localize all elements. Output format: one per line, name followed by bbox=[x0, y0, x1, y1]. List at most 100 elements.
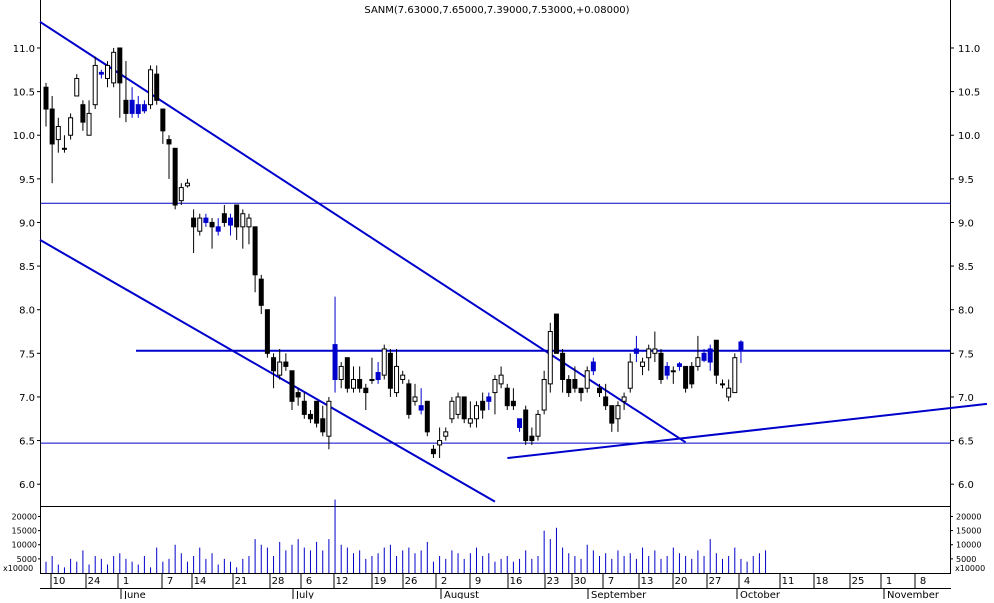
candle-body bbox=[597, 387, 602, 394]
candle-body bbox=[486, 396, 492, 402]
candle bbox=[80, 100, 86, 131]
price-tick-label-right: 8.0 bbox=[958, 306, 974, 317]
candle bbox=[86, 100, 92, 136]
candle bbox=[264, 309, 270, 358]
volume-tick-label-left: 10000 bbox=[12, 541, 37, 550]
candle bbox=[553, 313, 559, 354]
candle-body bbox=[258, 278, 264, 306]
price-tick-label-right: 9.0 bbox=[958, 218, 974, 229]
candle-body bbox=[369, 379, 375, 381]
candle-body bbox=[547, 331, 553, 385]
candle-body bbox=[603, 396, 609, 407]
volume-tick-label-left: 5000 bbox=[17, 555, 37, 564]
x-month-label: October bbox=[740, 590, 781, 599]
candle-body bbox=[264, 309, 270, 354]
candle bbox=[129, 87, 135, 118]
candle-body bbox=[160, 108, 166, 132]
candle-body bbox=[234, 204, 240, 228]
price-tick-label-right: 6.0 bbox=[958, 480, 974, 491]
candle bbox=[480, 392, 486, 419]
x-day-label: 25 bbox=[852, 576, 865, 587]
x-day-label: 28 bbox=[272, 576, 285, 587]
x-day-label: 23 bbox=[547, 576, 560, 587]
candle bbox=[191, 209, 197, 253]
candle-body bbox=[480, 400, 486, 411]
candle-body bbox=[640, 361, 646, 367]
x-month-label: November bbox=[887, 590, 940, 599]
candle-body bbox=[627, 361, 633, 389]
candle-body bbox=[271, 357, 277, 372]
candle bbox=[184, 178, 190, 188]
candle-body bbox=[633, 348, 639, 354]
price-tick-label-right: 7.5 bbox=[958, 349, 974, 360]
candle bbox=[590, 357, 596, 376]
candle bbox=[449, 396, 455, 424]
candle bbox=[234, 204, 240, 240]
candle-body bbox=[221, 213, 227, 223]
price-tick-label-right: 10.5 bbox=[958, 88, 980, 99]
x-day-label: 30 bbox=[574, 576, 587, 587]
x-day-label: 13 bbox=[641, 576, 654, 587]
x-day-label: 11 bbox=[782, 576, 795, 587]
candle-body bbox=[572, 379, 578, 389]
candle bbox=[381, 344, 387, 380]
candle bbox=[640, 357, 646, 376]
candle bbox=[240, 209, 246, 249]
candle-body bbox=[394, 365, 400, 394]
volume-tick-label-right: 15000 bbox=[956, 527, 981, 536]
candle-body bbox=[726, 387, 732, 398]
candle bbox=[535, 410, 541, 441]
x-day-label: 10 bbox=[53, 576, 66, 587]
x-day-label: 4 bbox=[744, 576, 750, 587]
candle bbox=[43, 82, 49, 127]
candle-body bbox=[98, 71, 104, 75]
candle bbox=[547, 322, 553, 393]
candle-body bbox=[492, 379, 498, 394]
candle-body bbox=[449, 400, 455, 420]
candle-body bbox=[49, 108, 55, 145]
candle-body bbox=[676, 363, 682, 367]
candle bbox=[412, 383, 418, 406]
candle bbox=[295, 388, 301, 406]
candle bbox=[603, 383, 609, 411]
trendline bbox=[39, 239, 496, 503]
candle bbox=[726, 379, 732, 402]
candle bbox=[394, 348, 400, 397]
candle bbox=[344, 357, 350, 393]
candle bbox=[363, 383, 369, 411]
candle-body bbox=[344, 357, 350, 389]
candle bbox=[154, 65, 160, 105]
candle bbox=[332, 296, 338, 393]
candle-body bbox=[381, 348, 387, 376]
price-tick-label-left: 8.5 bbox=[19, 262, 35, 273]
candle bbox=[338, 362, 344, 389]
volume-tick-label-right: 20000 bbox=[956, 512, 981, 521]
candle-body bbox=[670, 370, 676, 373]
candle bbox=[664, 362, 670, 380]
candle bbox=[307, 410, 313, 424]
candle bbox=[683, 365, 689, 393]
candle-body bbox=[732, 357, 738, 394]
candle-body bbox=[738, 341, 744, 352]
candle-body bbox=[80, 104, 86, 123]
candle-body bbox=[646, 348, 652, 359]
candle-body bbox=[424, 400, 430, 433]
volume-unit-label-right: x10000 bbox=[955, 564, 985, 573]
candle bbox=[283, 353, 289, 371]
candle bbox=[387, 348, 393, 397]
candle bbox=[701, 348, 707, 363]
price-tick-label-left: 9.5 bbox=[19, 175, 35, 186]
price-tick-label-left: 11.0 bbox=[13, 44, 35, 55]
candle bbox=[566, 375, 572, 397]
candle-body bbox=[615, 405, 621, 420]
candle-body bbox=[720, 383, 725, 386]
candle bbox=[658, 348, 664, 384]
candle bbox=[424, 400, 430, 437]
candle-body bbox=[621, 396, 627, 402]
candle bbox=[486, 392, 492, 411]
candle-body bbox=[74, 78, 80, 97]
candle-body bbox=[689, 365, 695, 385]
x-month-label: July bbox=[295, 590, 314, 599]
candle-body bbox=[209, 221, 215, 228]
candle bbox=[584, 366, 590, 393]
